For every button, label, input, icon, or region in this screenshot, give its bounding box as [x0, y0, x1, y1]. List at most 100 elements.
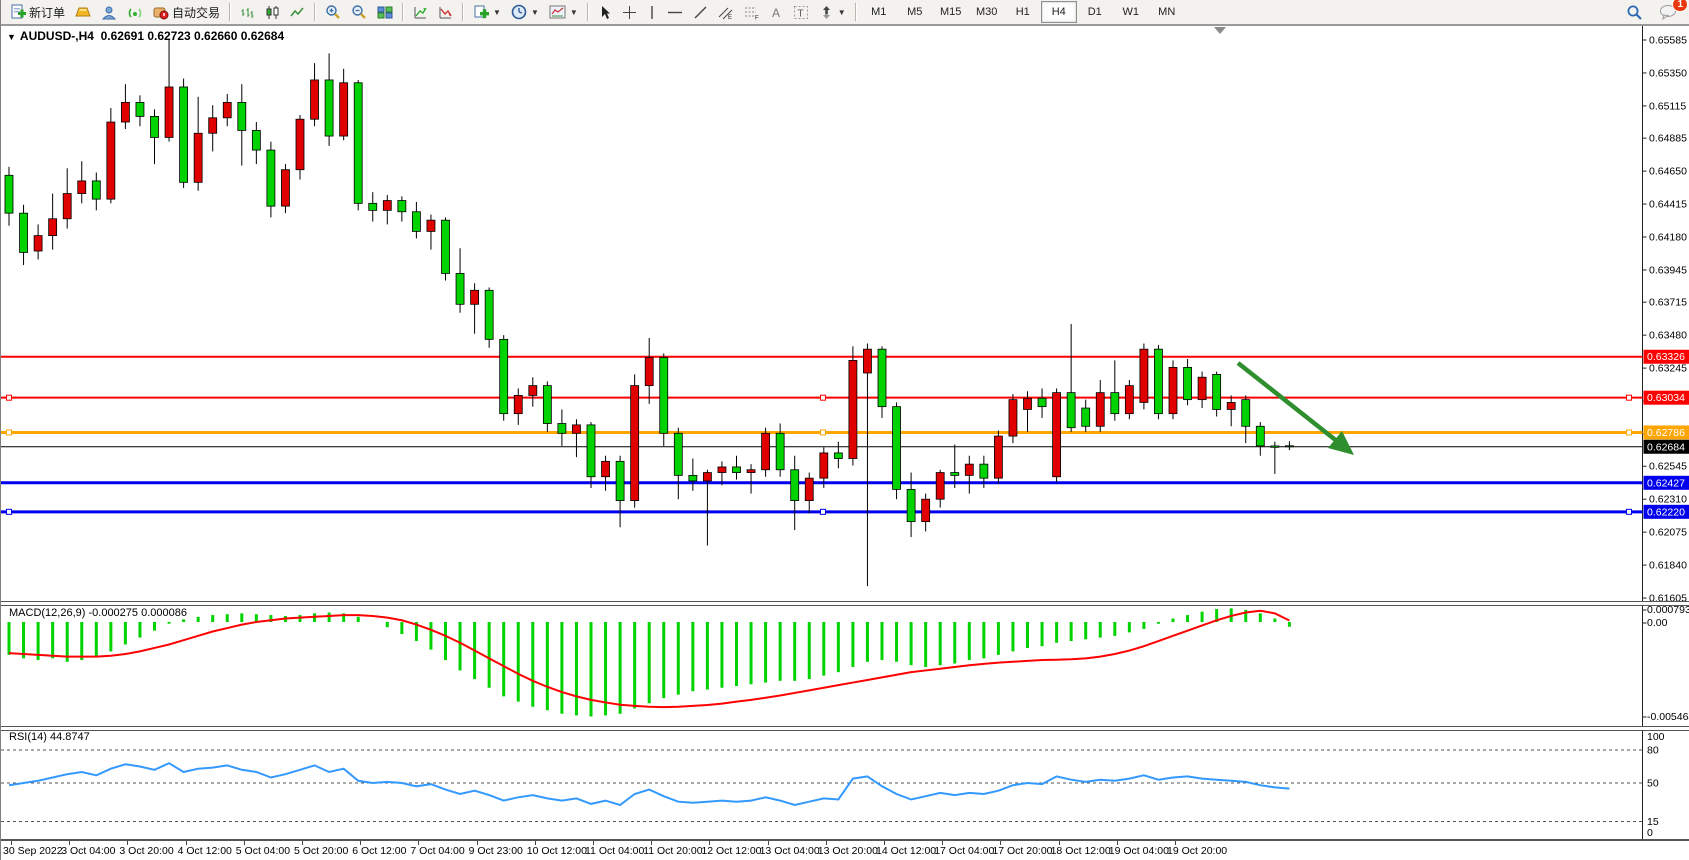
fibonacci-button[interactable]: F [739, 1, 765, 24]
zoom-in-icon [326, 5, 340, 19]
horizontal-line-button[interactable] [662, 1, 688, 24]
cursor-button[interactable] [593, 1, 617, 24]
auto-trading-button[interactable]: 自动交易 [148, 1, 225, 24]
indicators-button[interactable] [408, 1, 433, 24]
time-tick [593, 841, 594, 845]
panel-divider[interactable] [1, 727, 1689, 730]
svg-text:0.64650: 0.64650 [1649, 166, 1687, 178]
signals-button[interactable] [122, 1, 148, 24]
tile-windows-icon [377, 6, 393, 18]
time-tick [11, 841, 12, 845]
time-tick [185, 841, 187, 845]
time-axis[interactable]: 30 Sep 2022 3 Oct 04:00 3 Oct 20:00 4 Oct 1… [1, 840, 1689, 860]
rsi-panel[interactable]: 100 80 50 150 [1, 730, 1689, 840]
symbol-dropdown-icon[interactable]: ▼ [7, 32, 16, 42]
macd-signal-line [8, 609, 1290, 709]
channel-button[interactable]: E [713, 1, 739, 24]
panel-divider[interactable] [1, 602, 1689, 605]
ohlc-readout: 0.62691 0.62723 0.62660 0.62684 [100, 29, 285, 43]
price-chart[interactable]: 0.65585 0.65350 0.65115 0.64885 0.64650 0.644… [1, 25, 1689, 602]
text-button[interactable]: A [765, 1, 788, 24]
tile-windows-button[interactable] [372, 1, 398, 24]
time-label: 4 Oct 12:00 [177, 845, 232, 857]
hline-handle[interactable] [820, 508, 826, 515]
bar-chart-icon [241, 7, 254, 18]
crosshair-button[interactable] [617, 1, 642, 24]
toolbar-separator [229, 3, 232, 21]
timeframe-mn-button[interactable]: MN [1158, 6, 1176, 18]
market-button[interactable] [70, 1, 96, 24]
indicator-down-icon [439, 6, 452, 18]
equidistant-channel-icon: E [718, 7, 733, 20]
svg-text:0.64885: 0.64885 [1649, 133, 1687, 145]
price-badge: 0.63034 [1647, 392, 1685, 404]
timeframe-m15-button[interactable]: M15 [940, 6, 962, 18]
line-chart-button[interactable] [285, 1, 310, 24]
horizontal-line-icon [667, 11, 682, 13]
candlestick-chart-button[interactable] [260, 1, 285, 24]
time-tick [360, 841, 362, 845]
timeframe-m30-button[interactable]: M30 [976, 6, 998, 18]
trendline-button[interactable] [688, 1, 713, 24]
svg-text:0.63715: 0.63715 [1649, 297, 1687, 309]
chart-shift-marker[interactable] [1214, 27, 1226, 34]
text-label-button[interactable]: T [788, 1, 814, 24]
arrow-objects-icon [822, 5, 830, 19]
chevron-down-icon: ▼ [493, 7, 501, 17]
vertical-line-icon [651, 5, 653, 19]
chat-button[interactable]: 1 [1654, 0, 1688, 24]
hline-handle[interactable] [1626, 429, 1632, 436]
timeframe-d1-button[interactable]: D1 [1087, 6, 1102, 18]
svg-text:0.62545: 0.62545 [1649, 461, 1687, 473]
timeframe-h1-button[interactable]: H1 [1015, 6, 1030, 18]
hline-handle[interactable] [820, 394, 826, 401]
hline-handle[interactable] [6, 429, 12, 436]
svg-text:0.00: 0.00 [1647, 617, 1668, 629]
chart-window: 0.65585 0.65350 0.65115 0.64885 0.64650 0.644… [1, 25, 1689, 860]
hline-handle[interactable] [1626, 394, 1632, 401]
rsi-line [8, 762, 1290, 807]
timeframe-h4-button[interactable]: H4 [1040, 1, 1077, 23]
period-dropdown[interactable]: ▼ [506, 1, 544, 24]
template-icon [549, 5, 566, 19]
time-label: 17 Oct 04:00 [934, 845, 995, 857]
trend-arrow-head[interactable] [1328, 431, 1354, 455]
new-chart-dropdown[interactable]: ▼ [468, 1, 506, 24]
hline-handle[interactable] [6, 508, 12, 515]
crosshair-icon [622, 5, 636, 19]
hline-handle[interactable] [820, 429, 826, 436]
signal-icon [128, 7, 142, 18]
zoom-out-button[interactable] [346, 1, 372, 24]
time-label: 6 Oct 12:00 [352, 845, 407, 857]
zoom-out-icon [352, 5, 366, 19]
timeframe-m5-button[interactable]: M5 [907, 6, 923, 18]
svg-text:-0.005464: -0.005464 [1647, 711, 1689, 723]
templates-dropdown[interactable]: ▼ [544, 1, 583, 24]
timeframe-m1-button[interactable]: M1 [871, 6, 887, 18]
trend-arrow[interactable] [1236, 361, 1340, 444]
gold-ingot-icon [75, 7, 91, 17]
search-button[interactable] [1621, 1, 1648, 24]
hline-handle[interactable] [6, 394, 12, 401]
community-button[interactable] [96, 1, 122, 24]
time-label: 13 Oct 20:00 [817, 845, 878, 857]
svg-text:0.63480: 0.63480 [1649, 330, 1687, 342]
svg-text:F: F [755, 15, 759, 20]
objects-list-button[interactable] [433, 1, 458, 24]
hline-handle[interactable] [1626, 508, 1632, 515]
time-label: 17 Oct 20:00 [992, 845, 1053, 857]
zoom-in-button[interactable] [320, 1, 346, 24]
vertical-line-button[interactable] [642, 1, 662, 24]
new-order-button[interactable]: 新订单 [5, 1, 70, 24]
timeframe-w1-button[interactable]: W1 [1122, 6, 1139, 18]
rsi-value: 44.8747 [49, 731, 90, 743]
chart-title[interactable]: ▼ AUDUSD-,H4 0.62691 0.62723 0.62660 0.62… [7, 29, 284, 43]
notification-badge: 1 [1672, 0, 1688, 12]
svg-text:0.63945: 0.63945 [1649, 264, 1687, 276]
svg-text:0.63245: 0.63245 [1649, 363, 1687, 375]
arrows-dropdown[interactable]: ▼ [814, 1, 851, 24]
text-icon: A [772, 6, 780, 20]
fibonacci-icon: F [744, 7, 759, 20]
bar-chart-button[interactable] [235, 1, 260, 24]
